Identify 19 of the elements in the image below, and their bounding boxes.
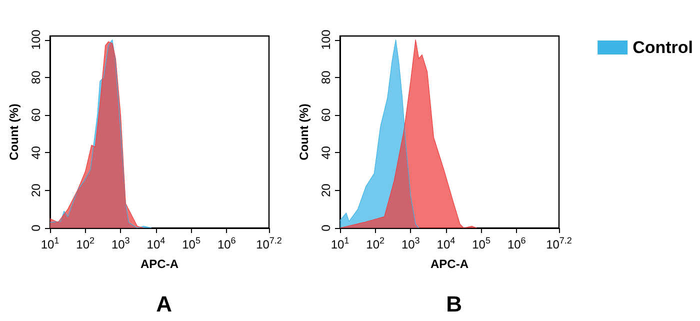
y-tick-label: 100 [29, 29, 43, 50]
y-tick-label: 0 [29, 224, 43, 232]
y-tick-label: 40 [319, 146, 333, 160]
x-axis-title: APC-A [140, 257, 179, 271]
y-tick-label: 40 [29, 146, 43, 160]
y-axis-title: Count (%) [297, 104, 311, 160]
text: A [156, 292, 172, 316]
text: B [446, 292, 462, 316]
y-tick-label: 0 [319, 224, 333, 232]
legend-label: Control [632, 38, 694, 57]
y-tick-label: 80 [319, 70, 333, 84]
y-tick-label: 20 [29, 183, 43, 198]
y-tick-label: 80 [29, 70, 43, 84]
y-tick-label: 20 [319, 183, 333, 198]
y-tick-label: 100 [319, 29, 333, 50]
y-tick-label: 60 [319, 108, 333, 122]
y-tick-label: 60 [29, 108, 43, 122]
y-axis-title: Count (%) [7, 104, 21, 160]
x-axis-title: APC-A [430, 257, 469, 271]
